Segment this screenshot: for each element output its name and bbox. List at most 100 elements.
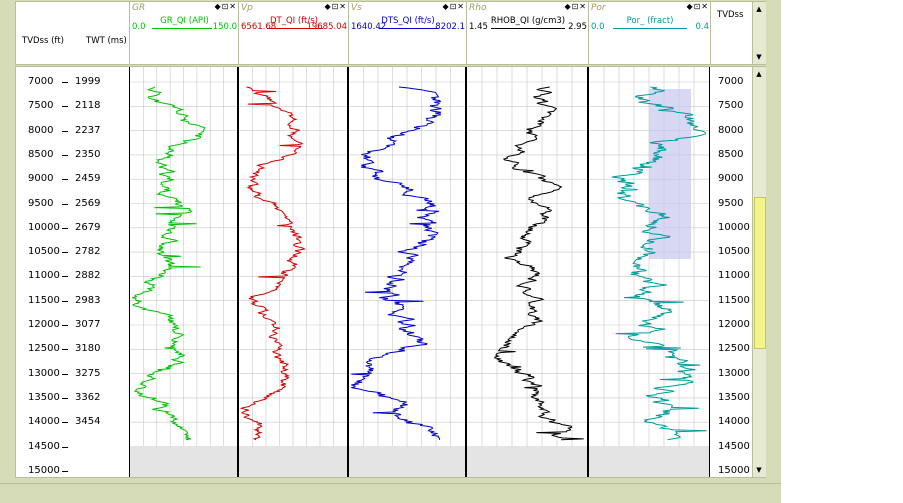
- twt-tick-label: 2782: [75, 246, 101, 258]
- header-scrollbar[interactable]: ▲ ▼: [752, 2, 766, 64]
- twt-tick-label: 2118: [75, 100, 101, 112]
- depth-tick-label: 11000: [28, 270, 60, 282]
- scroll-up-button[interactable]: ▲: [756, 70, 762, 78]
- track-header-vp[interactable]: Vp ◆⊡✕ DT_QI (ft/s) 6561.68 19685.04: [238, 2, 349, 64]
- twt-tick-label: 3077: [75, 319, 101, 330]
- twt-tick-label: 2679: [75, 221, 101, 233]
- log-plot-area: 7000 7500 8000 8500 9000 9500 10000 10500 11000 1…: [15, 66, 766, 478]
- curve-min: 0.0: [591, 22, 605, 32]
- depth-axis: 7000 7500 8000 8500 9000 9500 10000 10500 11000 1…: [16, 67, 129, 477]
- depth-tick-label: 7500: [28, 100, 54, 112]
- track-plot: [589, 67, 709, 477]
- track-header-por[interactable]: Por ◆⊡✕ Por_ (fract) 0.0 0.4: [588, 2, 711, 64]
- twt-tick-label: 2350: [75, 148, 101, 160]
- curve-label: DT_QI (ft/s): [270, 16, 318, 26]
- status-bar: [0, 483, 781, 503]
- track-controls-icon[interactable]: ◆⊡✕: [564, 2, 587, 11]
- right-depth-tick-label: 9500: [718, 197, 744, 209]
- depth-tick-mark: [62, 203, 68, 205]
- depth-tick-label: 9000: [28, 173, 54, 185]
- curve-label: Por_ (fract): [626, 16, 674, 26]
- depth-tick-label: 13000: [28, 367, 60, 379]
- depth-tick-label: 13500: [28, 391, 60, 403]
- right-depth-tick-label: 15000: [718, 464, 750, 476]
- depth-tick-mark: [62, 130, 68, 132]
- track-por[interactable]: [588, 67, 710, 477]
- track-name: Vs: [351, 3, 362, 13]
- depth-tick-mark: [62, 82, 68, 83]
- track-plot: [349, 67, 465, 477]
- twt-tick-label: 3180: [75, 343, 101, 355]
- track-controls-icon[interactable]: ◆⊡✕: [442, 2, 465, 11]
- depth-tick-mark: [62, 446, 68, 448]
- twt-tick-label: 1999: [75, 76, 101, 87]
- track-plot: [467, 67, 587, 477]
- right-depth-tick-label: 14000: [718, 416, 750, 428]
- scroll-down-button[interactable]: ▼: [756, 53, 762, 61]
- track-name: Vp: [241, 3, 253, 13]
- depth-tick-mark: [62, 397, 68, 399]
- track-controls-icon[interactable]: ◆⊡✕: [214, 2, 237, 11]
- track-header-gr[interactable]: GR ◆⊡✕ GR_QI (API) 0.0 150.0: [129, 2, 239, 64]
- twt-tick-label: 3275: [75, 367, 101, 379]
- depth-tick-label: 8500: [28, 148, 54, 160]
- depth-tick-label: 15000: [28, 464, 60, 476]
- twt-header-label: TWT (ms): [86, 36, 127, 46]
- curve-swatch: [613, 28, 687, 29]
- right-depth-tick-label: 8000: [718, 124, 744, 136]
- scroll-down-button[interactable]: ▼: [756, 466, 762, 474]
- depth-tick-mark: [62, 470, 68, 472]
- right-depth-tick-label: 8500: [718, 148, 744, 160]
- depth-tick-mark: [62, 349, 68, 351]
- no-data-region: [589, 447, 709, 477]
- depth-tick-mark: [62, 252, 68, 254]
- track-controls-icon[interactable]: ◆⊡✕: [686, 2, 709, 11]
- track-plot: [239, 67, 347, 477]
- depth-header: TVDss (ft) TWT (ms): [16, 2, 129, 64]
- twt-tick-label: 2882: [75, 270, 101, 282]
- right-depth-tick-label: 14500: [718, 440, 750, 452]
- depth-tick-label: 12000: [28, 319, 60, 330]
- depth-tick-label: 14500: [28, 440, 60, 452]
- twt-tick-label: 3362: [75, 391, 101, 403]
- depth-tick-mark: [62, 276, 68, 278]
- track-rho[interactable]: [466, 67, 588, 477]
- porosity-shading: [649, 89, 691, 259]
- twt-tick-label: 2983: [75, 294, 101, 306]
- curve-label: RHOB_QI (g/cm3): [490, 16, 566, 26]
- no-data-region: [130, 447, 237, 477]
- track-vp[interactable]: [238, 67, 348, 477]
- depth-tick-mark: [62, 373, 68, 375]
- no-data-region: [349, 447, 465, 477]
- depth-tick-label: 10000: [28, 221, 60, 233]
- twt-tick-label: 2237: [75, 124, 101, 136]
- scroll-up-button[interactable]: ▲: [756, 5, 762, 13]
- track-vs[interactable]: [348, 67, 466, 477]
- track-controls-icon[interactable]: ◆⊡✕: [324, 2, 347, 11]
- curve-max: 8202.1: [435, 22, 465, 32]
- depth-tick-mark: [62, 179, 68, 181]
- curve-swatch: [491, 28, 565, 29]
- track-header-vs[interactable]: Vs ◆⊡✕ DTS_QI (ft/s) 1640.42 8202.1: [348, 2, 467, 64]
- right-depth-header: TVDss: [710, 2, 753, 64]
- track-header-rho[interactable]: Rho ◆⊡✕ RHOB_QI (g/cm3) 1.45 2.95: [466, 2, 589, 64]
- right-depth-tick-label: 9000: [718, 173, 744, 185]
- depth-tick-label: 7000: [28, 76, 54, 87]
- right-tvdss-label: TVDss: [717, 10, 744, 20]
- track-gr[interactable]: [129, 67, 238, 477]
- no-data-region: [467, 447, 587, 477]
- depth-tick-label: 9500: [28, 197, 54, 209]
- right-depth-tick-label: 7500: [718, 100, 744, 112]
- right-depth-tick-label: 11500: [718, 294, 750, 306]
- twt-tick-label: 3454: [75, 416, 101, 428]
- log-curve: [493, 86, 584, 441]
- curve-max: 19685.04: [306, 22, 347, 32]
- plot-scrollbar[interactable]: ▲ ▼: [752, 67, 766, 477]
- right-depth-tick-label: 12000: [718, 319, 750, 330]
- right-depth-tick-label: 7000: [718, 76, 744, 87]
- log-curve: [611, 86, 707, 441]
- scroll-thumb[interactable]: [754, 197, 766, 349]
- curve-max: 2.95: [568, 22, 587, 32]
- curve-swatch: [152, 28, 212, 29]
- twt-tick-label: 2569: [75, 197, 101, 209]
